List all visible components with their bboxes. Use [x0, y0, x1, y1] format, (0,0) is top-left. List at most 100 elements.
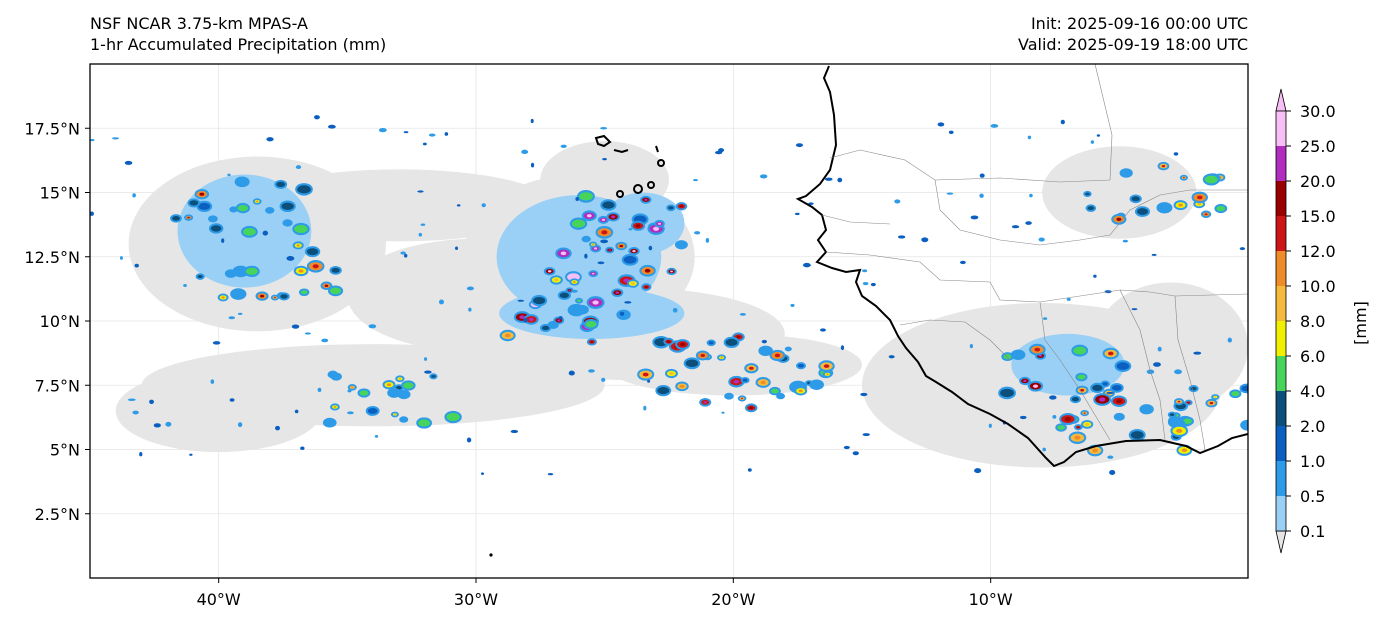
isolated-shower [1131, 308, 1138, 311]
colorbar-level-label: 2.0 [1300, 417, 1325, 436]
isolated-shower [802, 262, 811, 268]
rain-cell-core [1182, 177, 1185, 179]
rain-cell [533, 296, 546, 305]
isolated-shower [127, 398, 136, 402]
isolated-shower [275, 425, 281, 431]
rain-cell-core [700, 354, 705, 357]
isolated-shower [584, 253, 588, 259]
rain-cell [197, 275, 203, 279]
lat-tick-label: 2.5°N [35, 505, 80, 524]
isolated-shower [229, 398, 235, 402]
isolated-shower [228, 316, 236, 320]
isolated-shower [643, 405, 647, 411]
lon-tick-label: 10°W [969, 590, 1013, 609]
isolated-shower [321, 338, 329, 343]
isolated-shower [227, 173, 231, 177]
rain-cell-core [398, 377, 402, 380]
isolated-shower [294, 409, 299, 414]
colorbar-segment [1276, 181, 1286, 216]
isolated-shower [295, 165, 302, 170]
rain-cell [1102, 382, 1108, 386]
rain-cell [657, 387, 670, 395]
rain-cell [1057, 425, 1065, 430]
isolated-shower [149, 399, 154, 405]
colorbar-level-label: 8.0 [1300, 312, 1325, 331]
rain-cell-core [547, 270, 552, 273]
rain-cell-core [519, 315, 526, 319]
isolated-shower [368, 324, 377, 329]
isolated-shower [969, 344, 974, 349]
isolated-shower [575, 197, 580, 202]
rain-cell [576, 299, 582, 302]
isolated-shower [794, 212, 800, 216]
island-dot [489, 553, 493, 557]
rain-cell [1265, 400, 1276, 406]
rain-cell [541, 325, 550, 331]
isolated-shower [466, 437, 472, 443]
isolated-shower [761, 339, 767, 344]
africa-coastline [795, 65, 1248, 468]
isolated-shower [1157, 346, 1162, 352]
rain-cell [306, 248, 319, 256]
isolated-shower [808, 202, 814, 205]
isolated-shower [428, 133, 436, 137]
rain-cell [1242, 421, 1248, 429]
rain-cell [1231, 391, 1240, 397]
isolated-shower [378, 128, 387, 133]
isolated-shower [979, 173, 985, 178]
rain-cell-core [720, 356, 723, 359]
rain-cell-core [635, 224, 641, 228]
isolated-shower [328, 124, 336, 129]
rain-cell-core [1099, 397, 1106, 402]
isolated-shower [119, 256, 123, 260]
isolated-shower [424, 370, 432, 374]
rain-cell-core [679, 205, 684, 208]
rain-cell [1087, 206, 1095, 211]
colorbar-segment [1276, 321, 1286, 356]
colorbar-level-label: 25.0 [1300, 137, 1336, 156]
rain-cell-core [644, 198, 648, 201]
lat-tick-label: 5°N [50, 441, 80, 460]
rain-cell-core [1085, 423, 1090, 426]
rain-cell [281, 202, 294, 210]
isolated-shower [1122, 239, 1128, 243]
isolated-shower [221, 238, 225, 243]
isolated-shower [862, 269, 868, 273]
isolated-shower [481, 203, 486, 208]
rain-cell-core [591, 272, 595, 275]
rain-cell [1190, 386, 1197, 391]
isolated-shower [790, 303, 795, 307]
rain-cell-core [1107, 351, 1114, 356]
isolated-shower [1066, 297, 1071, 301]
rain-cell [583, 237, 589, 241]
rain-cell-core [749, 406, 754, 410]
lon-tick-label: 30°W [454, 590, 498, 609]
isolated-shower [291, 324, 300, 329]
rain-cell [623, 255, 637, 264]
colorbar-extend-min [1275, 530, 1287, 554]
rain-cell-core [1032, 384, 1039, 388]
rain-cell [198, 202, 211, 210]
coastline-and-borders [489, 64, 1248, 557]
colorbar-segment [1276, 111, 1286, 146]
rain-cell [760, 347, 771, 354]
rain-cell-core [1196, 195, 1203, 200]
isolated-shower [1227, 337, 1232, 343]
isolated-shower [1173, 152, 1179, 156]
rain-cell [798, 363, 804, 368]
isolated-shower [530, 162, 535, 168]
isolated-shower [523, 317, 528, 323]
rain-cell-core [798, 389, 803, 393]
rain-cell [1121, 170, 1131, 176]
rain-cell-core [586, 214, 592, 218]
isolated-shower [974, 468, 982, 474]
rain-cell [359, 390, 369, 396]
rain-cell-core [592, 243, 595, 246]
rain-cell-core [1038, 354, 1043, 357]
isolated-shower [672, 307, 678, 313]
isolated-shower [374, 434, 379, 438]
colorbar: 0.1 0.5 1.0 2.0 4.0 6.0 8.0 10.0 12.0 15.0 20.0 25.… [1275, 88, 1336, 554]
isolated-shower [1038, 237, 1045, 242]
isolated-shower [189, 453, 193, 456]
